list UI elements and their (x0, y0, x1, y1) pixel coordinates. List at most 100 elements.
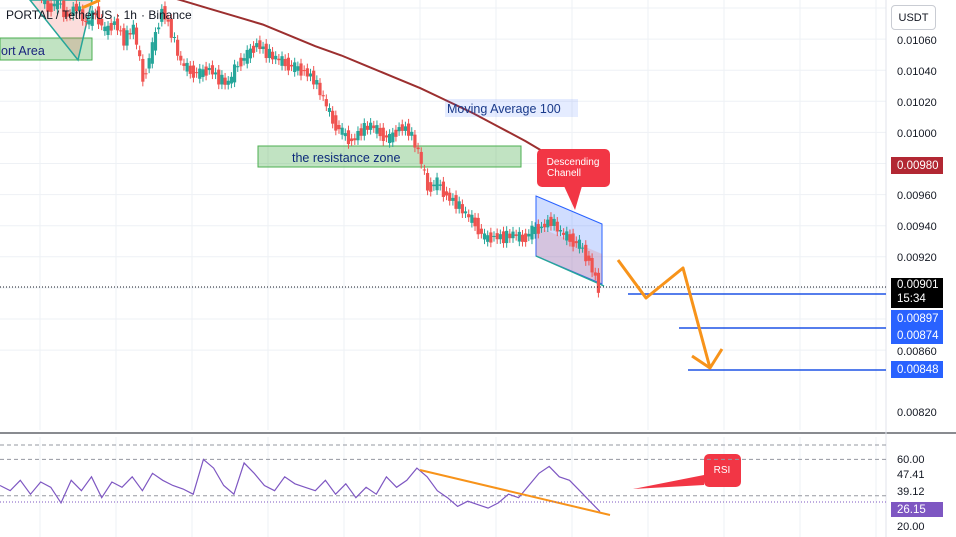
candle-body (543, 223, 547, 228)
candle-body (470, 214, 474, 223)
channel-callout-line1: Descending (547, 157, 600, 168)
candle-body (558, 230, 563, 232)
candle-body (384, 135, 389, 138)
candle-body (536, 224, 540, 234)
candle-body (169, 18, 173, 38)
candle-body (492, 235, 496, 237)
candle-body (229, 76, 234, 84)
candle-body (552, 218, 556, 226)
candle-body (448, 192, 452, 201)
candle-body (264, 43, 268, 59)
candle-body (239, 57, 243, 67)
symbol-name[interactable]: PORTAL / TetherUS (6, 8, 113, 22)
candle-body (372, 125, 376, 129)
chart-header: PORTAL / TetherUS · 1h · Binance (6, 8, 192, 22)
current-price: 0.00901 (897, 279, 939, 291)
candle-body (43, 0, 47, 5)
candle-body (397, 127, 401, 132)
candle-body (90, 10, 94, 26)
candle-body (460, 204, 464, 214)
price-tick: 0.00860 (897, 346, 937, 358)
candle-body (346, 130, 351, 145)
price-tick: 0.01000 (897, 128, 937, 140)
moving-average-price-tag: 0.00980 (891, 157, 943, 174)
candle-body (74, 3, 78, 12)
candle-body (590, 258, 594, 273)
candle-body (236, 66, 240, 68)
candle-body (454, 195, 458, 209)
candle-body (220, 74, 224, 85)
interval[interactable]: 1h (123, 8, 137, 22)
rsi-callout-label: RSI (714, 465, 731, 476)
candle-body (331, 110, 335, 124)
candle-body (394, 129, 398, 137)
candle-body (299, 63, 303, 76)
target3-price-tag: 0.00848 (891, 361, 943, 378)
candle-body (315, 80, 319, 85)
rsi-panel (0, 444, 886, 516)
candle-body (587, 255, 591, 261)
candle-body (577, 239, 582, 249)
candle-body (188, 65, 192, 74)
candle-body (251, 45, 256, 53)
candle-body (172, 36, 177, 38)
candle-body (277, 58, 281, 61)
rsi-callout-bubble (704, 454, 741, 487)
candle-body (321, 95, 325, 97)
price-tick: 0.00940 (897, 221, 937, 233)
candle-body (176, 39, 180, 56)
rsi-value-tag: 26.15 (891, 502, 943, 517)
candle-body (157, 27, 161, 30)
candle-body (305, 68, 309, 77)
candle-body (422, 169, 427, 171)
bar-countdown: 15:34 (897, 293, 926, 305)
candle-body (334, 115, 338, 131)
rsi-line (0, 458, 601, 513)
candle-body (270, 51, 275, 60)
candle-body (571, 233, 575, 247)
candle-body (435, 177, 439, 191)
candle-body (207, 67, 211, 71)
candle-body (337, 125, 341, 130)
candle-body (106, 25, 110, 36)
candle-body (226, 80, 230, 85)
candle-body (312, 70, 316, 85)
price-tick: 0.01040 (897, 66, 937, 78)
rsi-tick: 47.41 (897, 469, 925, 481)
candle-body (457, 201, 461, 209)
target2-price-tag: 0.00874 (891, 327, 943, 344)
candle-body (81, 9, 85, 22)
candle-body (131, 24, 135, 35)
candle-body (160, 8, 164, 22)
currency-unit-button[interactable]: USDT (891, 5, 936, 30)
candle-body (65, 11, 69, 17)
candle-body (514, 234, 518, 236)
projection-path (616, 259, 712, 369)
candle-body (467, 214, 471, 218)
rsi-divergence-line (419, 469, 611, 516)
support-area-label: ort Area (1, 44, 45, 58)
candle-body (71, 6, 75, 16)
candle-body (406, 123, 411, 136)
candle-body (539, 226, 544, 229)
candle-body (84, 21, 88, 23)
candle-body (444, 191, 449, 196)
channel-callout-line2: Chanell (547, 168, 581, 179)
candle-body (302, 70, 306, 72)
price-tick: 0.00920 (897, 252, 937, 264)
candle-body (198, 68, 202, 79)
rsi-tick: 39.12 (897, 486, 925, 498)
candle-body (580, 247, 585, 249)
candle-body (248, 48, 252, 59)
descending-channel-lower (536, 226, 602, 284)
candle-body (369, 122, 373, 130)
candle-body (362, 123, 366, 136)
moving-average-label: Moving Average 100 (447, 102, 561, 116)
candle-body (318, 82, 322, 96)
candle-body (546, 219, 550, 228)
candle-body (498, 234, 502, 240)
candle-body (549, 216, 553, 226)
moving-average-100-line (176, 0, 579, 174)
